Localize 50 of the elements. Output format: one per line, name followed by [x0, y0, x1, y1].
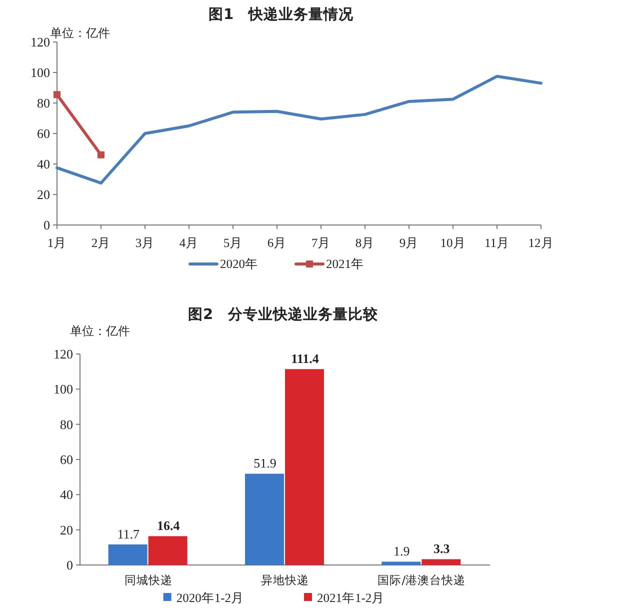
- x-tick-label: 9月: [399, 236, 419, 250]
- ylabel: 单位：亿件: [50, 26, 110, 40]
- y-tick-label: 20: [37, 187, 50, 202]
- data-label: 16.4: [156, 518, 180, 534]
- data-label: 3.3: [434, 541, 450, 556]
- x-tick-label: 10月: [440, 236, 466, 250]
- y-tick-label: 80: [60, 416, 73, 432]
- y-tick-label: 60: [60, 452, 73, 467]
- y-tick-label: 40: [60, 487, 73, 502]
- x-tick-label: 5月: [223, 236, 243, 250]
- y-tick-label: 0: [44, 218, 50, 232]
- line-series: [56, 74, 542, 185]
- legend-label: 2020年1-2月: [176, 591, 244, 605]
- bar: [245, 474, 284, 565]
- x-tick-label: 8月: [355, 236, 375, 250]
- y-tick-label: 120: [30, 34, 50, 50]
- ylabel: 单位：亿件: [70, 324, 130, 338]
- y-tick-label: 40: [37, 156, 50, 172]
- y-tick-label: 0: [66, 558, 73, 572]
- y-tick-label: 120: [54, 346, 73, 362]
- bar: [108, 544, 148, 565]
- title: 图1 快递业务量情况: [208, 7, 354, 23]
- y-tick-label: 100: [54, 382, 73, 397]
- x-tick-label: 4月: [179, 236, 199, 250]
- x-tick-label: 7月: [311, 236, 331, 250]
- data-label: 51.9: [254, 456, 276, 471]
- x-tick-label: 异地快递: [261, 573, 309, 587]
- data-label: 111.4: [291, 351, 320, 366]
- y-tick-label: 100: [30, 65, 50, 80]
- data-label: 1.9: [394, 544, 410, 559]
- bar: [148, 536, 188, 565]
- x-tick-label: 1月: [47, 236, 67, 250]
- x-tick-label: 3月: [135, 236, 155, 250]
- y-tick-label: 60: [37, 126, 50, 141]
- bar: [422, 559, 461, 565]
- x-tick-label: 同城快递: [124, 573, 172, 587]
- legend-label: 2021年1-2月: [317, 591, 385, 605]
- x-tick-label: 11月: [484, 236, 510, 250]
- x-tick-label: 国际/港澳台快递: [378, 573, 466, 587]
- title: 图2 分专业快递业务量比较: [188, 307, 378, 323]
- x-tick-label: 2月: [91, 236, 111, 250]
- legend-label: 2020年: [220, 257, 258, 271]
- legend-label: 2021年: [326, 257, 364, 271]
- x-tick-label: 12月: [528, 236, 554, 250]
- bar: [285, 369, 324, 565]
- bar: [382, 562, 421, 565]
- x-tick-label: 6月: [267, 236, 287, 250]
- data-label: 11.7: [117, 526, 140, 542]
- y-tick-label: 20: [60, 522, 73, 538]
- y-tick-label: 80: [37, 96, 50, 110]
